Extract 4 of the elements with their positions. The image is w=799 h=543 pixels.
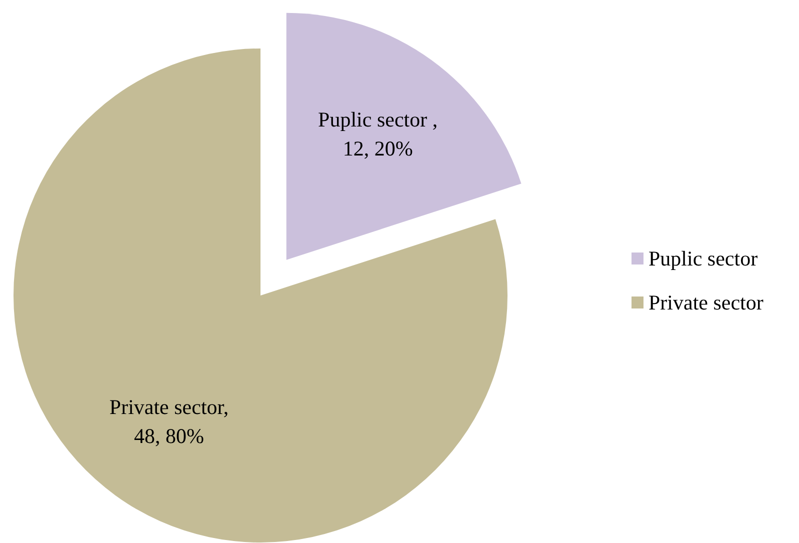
data-label: Puplic sector , 12, 20% bbox=[318, 108, 438, 160]
legend-label: Puplic sector bbox=[648, 246, 758, 270]
legend-label: Private sector bbox=[648, 290, 764, 314]
data-label: Private sector, 48, 80% bbox=[109, 394, 229, 448]
